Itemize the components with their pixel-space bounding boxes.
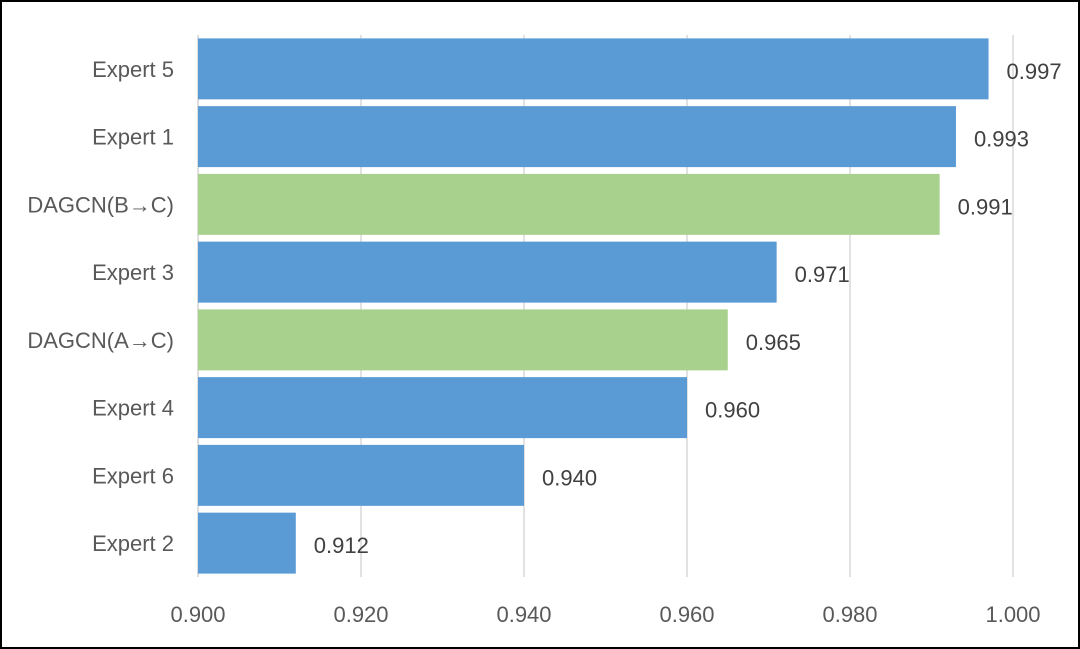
bars bbox=[198, 38, 989, 574]
bar bbox=[198, 106, 956, 168]
bar bbox=[198, 38, 989, 100]
data-label: 0.971 bbox=[795, 262, 850, 287]
data-label: 0.965 bbox=[746, 330, 801, 355]
category-labels: Expert 5 Expert 1 DAGCN(B→C) Expert 3 DAGCN(… bbox=[27, 57, 174, 556]
data-label: 0.997 bbox=[1007, 59, 1062, 84]
category-label: Expert 5 bbox=[92, 57, 174, 82]
bar bbox=[198, 377, 687, 439]
x-tick-label: 0.900 bbox=[170, 602, 225, 627]
x-tick-label: 1.000 bbox=[985, 602, 1040, 627]
x-tick-label: 0.960 bbox=[659, 602, 714, 627]
category-label: Expert 2 bbox=[92, 531, 174, 556]
category-label: DAGCN(B→C) bbox=[27, 192, 174, 217]
x-tick-labels: 0.900 0.920 0.940 0.960 0.980 1.000 bbox=[170, 602, 1040, 627]
data-label: 0.993 bbox=[974, 127, 1029, 152]
category-label: Expert 6 bbox=[92, 463, 174, 488]
x-tick-label: 0.940 bbox=[496, 602, 551, 627]
bar bbox=[198, 309, 728, 371]
bar bbox=[198, 241, 777, 303]
bar bbox=[198, 512, 296, 574]
data-labels: 0.997 0.993 0.991 0.971 0.965 0.960 0.940 0.912 bbox=[314, 59, 1062, 558]
data-label: 0.912 bbox=[314, 533, 369, 558]
category-label: Expert 1 bbox=[92, 125, 174, 150]
category-label: Expert 3 bbox=[92, 260, 174, 285]
category-label: Expert 4 bbox=[92, 396, 174, 421]
x-tick-label: 0.980 bbox=[822, 602, 877, 627]
bar bbox=[198, 444, 524, 506]
data-label: 0.960 bbox=[705, 398, 760, 423]
data-label: 0.991 bbox=[958, 194, 1013, 219]
bar bbox=[198, 173, 940, 235]
x-tick-label: 0.920 bbox=[333, 602, 388, 627]
data-label: 0.940 bbox=[542, 465, 597, 490]
category-label: DAGCN(A→C) bbox=[27, 328, 174, 353]
